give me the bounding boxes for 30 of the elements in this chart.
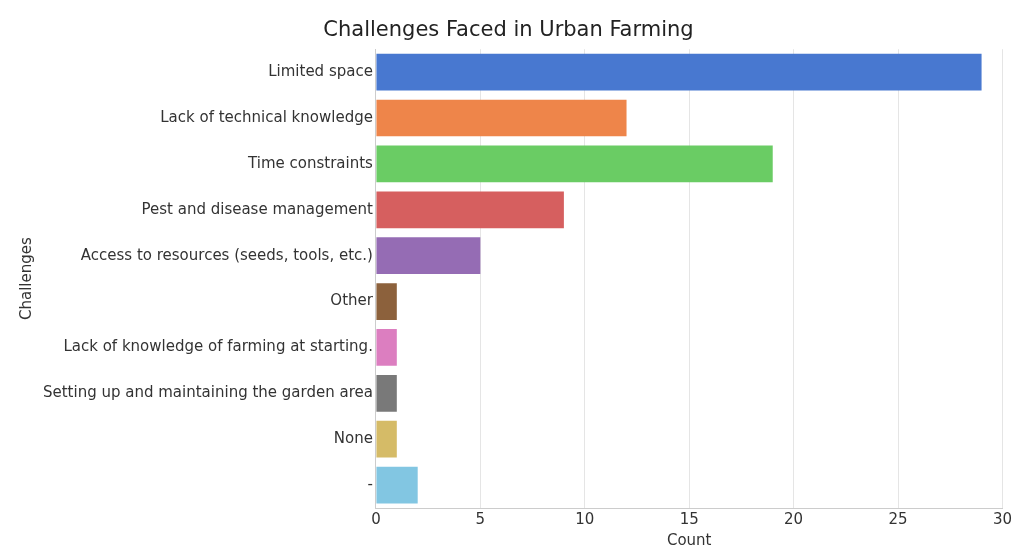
y-tick-label: Other [330,291,374,310]
y-tick-label: Lack of technical knowledge [160,107,373,126]
bar [376,191,564,229]
x-tick-label: 25 [888,509,908,528]
y-tick-label: Pest and disease management [141,199,374,218]
y-tick-label: None [333,429,373,448]
chart-title: Challenges Faced in Urban Farming [323,17,694,42]
y-axis-title: Challenges [16,237,35,321]
y-tick-label: Access to resources (seeds, tools, etc.) [80,245,373,264]
x-tick-label: 20 [784,509,804,528]
y-tick-label: Limited space [268,62,373,81]
bar [376,237,481,275]
bar [376,145,773,183]
bar [376,374,397,412]
bar [376,53,982,91]
x-tick-label: 15 [679,509,699,528]
y-tick-label: Setting up and maintaining the garden area [42,383,373,402]
bar [376,466,418,504]
bar [376,99,627,137]
x-tick-label: 30 [992,509,1012,528]
x-tick-label: 5 [475,509,486,528]
y-tick-label: - [367,474,373,493]
bar [376,283,397,320]
x-tick-label: 10 [575,509,595,528]
x-axis-title: Count [666,530,712,549]
bar [376,329,397,366]
y-tick-label: Time constraints [247,153,374,172]
y-tick-label: Lack of knowledge of farming at starting. [63,337,373,356]
bar [376,420,397,458]
x-tick-label: 0 [371,509,381,528]
